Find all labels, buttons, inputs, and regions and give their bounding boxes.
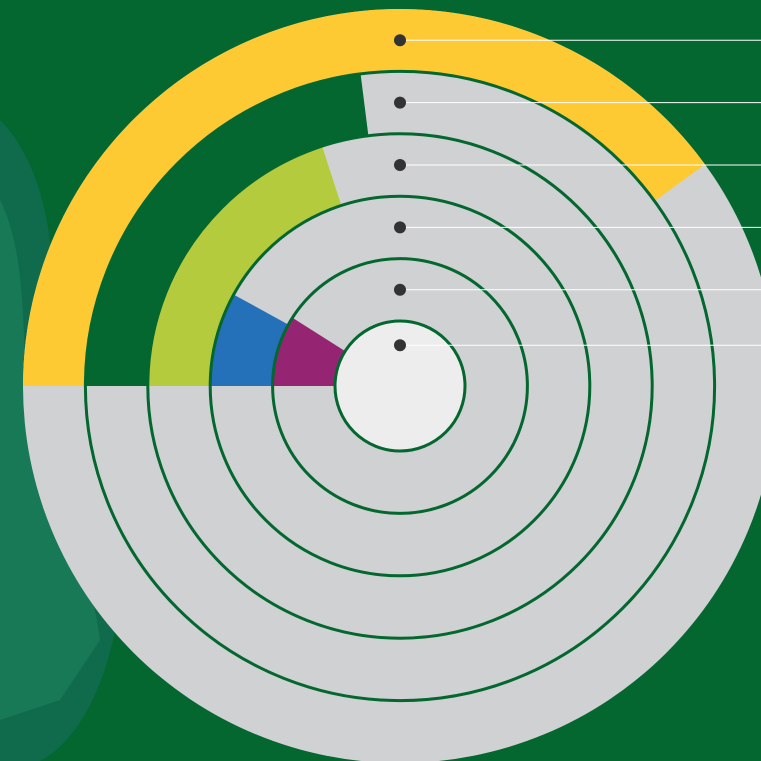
leader-dot <box>394 34 406 46</box>
leader-dot <box>394 159 406 171</box>
leader-dot <box>394 221 406 233</box>
chart <box>0 0 761 761</box>
leader-dot <box>394 97 406 109</box>
leader-dot <box>394 339 406 351</box>
leader-dot <box>394 284 406 296</box>
page: {"chart_data": {"type": "radial-bar", "y… <box>0 0 761 761</box>
